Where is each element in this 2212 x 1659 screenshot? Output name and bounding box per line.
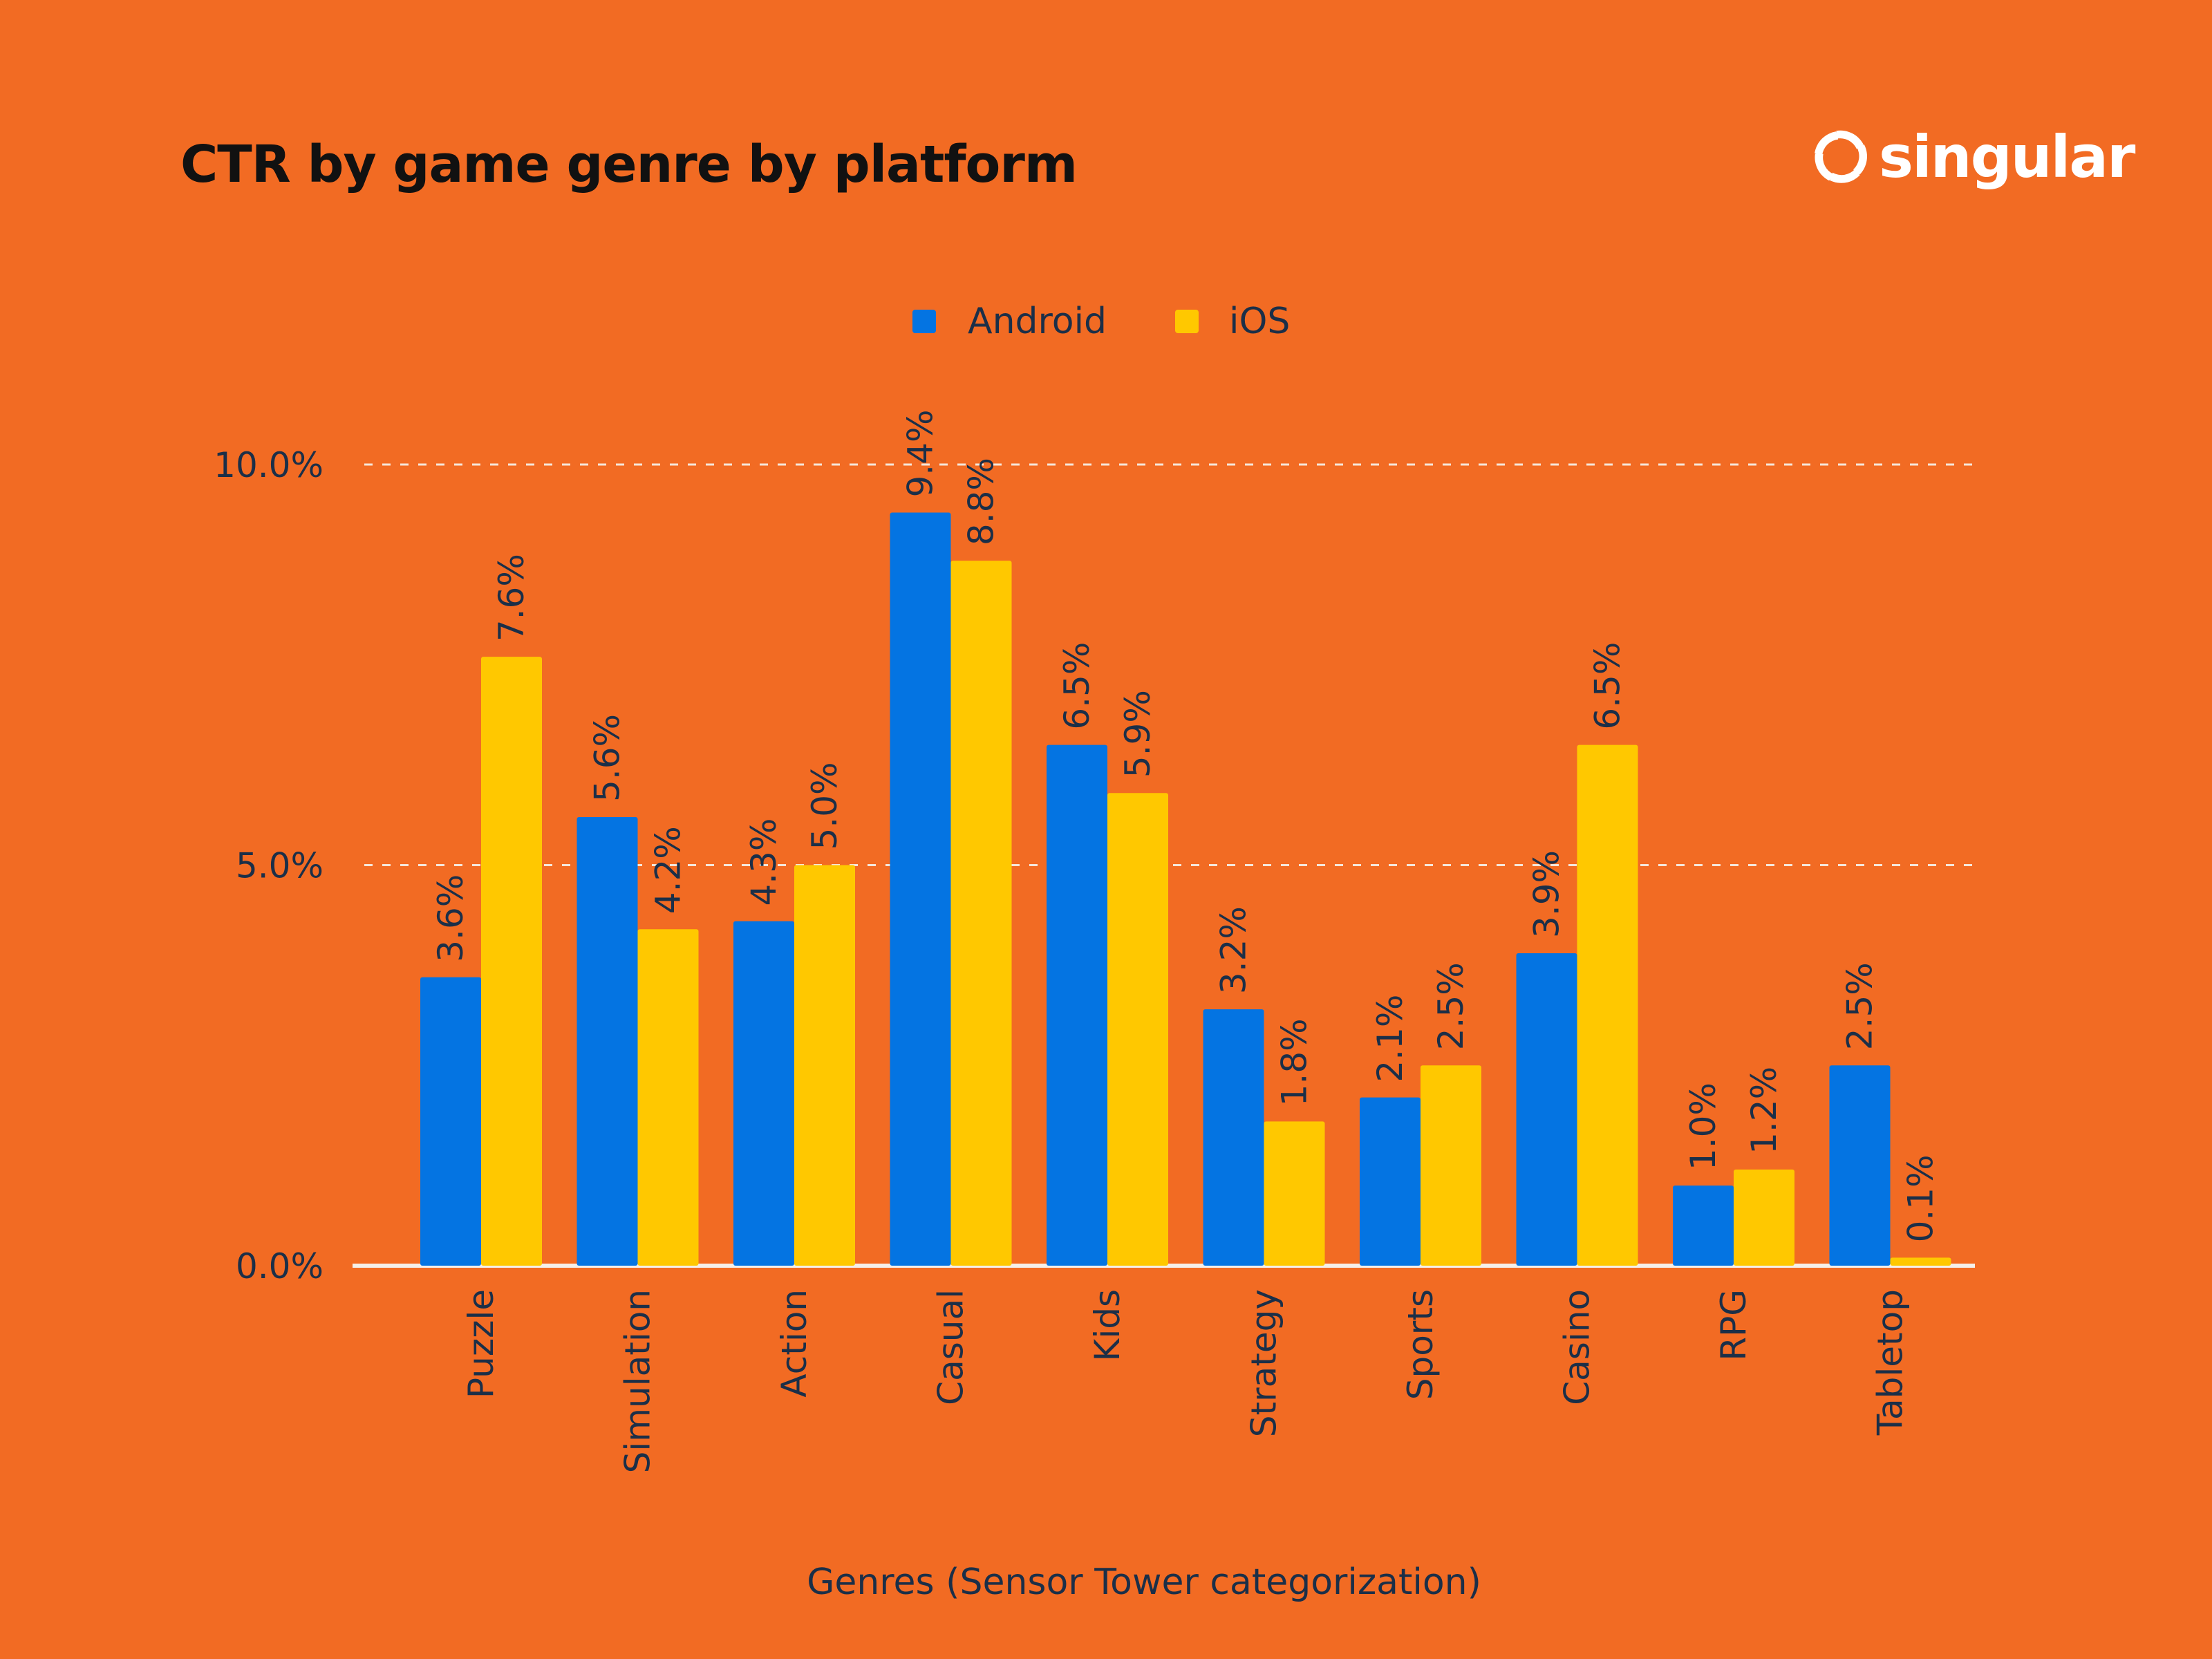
bar-android-sports: [1360, 1097, 1421, 1266]
data-label: 1.8%: [1275, 1018, 1315, 1106]
x-tick-label: Simulation: [618, 1289, 658, 1473]
data-label: 3.6%: [431, 874, 471, 962]
data-label: 2.1%: [1370, 995, 1410, 1082]
bar-ios-rpg: [1734, 1169, 1794, 1266]
bar-android-casino: [1516, 953, 1577, 1266]
data-label: 9.4%: [901, 410, 941, 498]
x-tick-label: RPG: [1714, 1289, 1754, 1361]
y-tick-label: 0.0%: [236, 1246, 324, 1286]
legend-label-ios: iOS: [1229, 301, 1290, 342]
legend-swatch-ios: [1175, 310, 1199, 333]
y-tick-label: 5.0%: [236, 846, 324, 886]
bar-ios-casino: [1577, 744, 1638, 1266]
bar-ios-tabletop: [1890, 1257, 1951, 1266]
data-label: 5.0%: [805, 762, 845, 850]
data-label: 4.3%: [744, 818, 784, 906]
bar-ios-simulation: [637, 929, 699, 1266]
bar-android-rpg: [1673, 1185, 1734, 1266]
x-tick-label: Sports: [1400, 1289, 1441, 1400]
data-label: 6.5%: [1057, 642, 1097, 730]
y-tick-label: 10.0%: [214, 445, 324, 485]
bar-ios-sports: [1421, 1065, 1481, 1266]
legend-swatch-android: [912, 310, 936, 333]
data-label: 8.8%: [962, 458, 1002, 545]
data-label: 2.5%: [1840, 962, 1880, 1050]
data-label: 1.0%: [1683, 1082, 1723, 1170]
bar-android-tabletop: [1829, 1065, 1891, 1266]
x-tick-label: Tabletop: [1871, 1289, 1911, 1436]
x-tick-label: Casino: [1557, 1289, 1597, 1405]
bar-ios-action: [794, 865, 855, 1266]
bar-android-puzzle: [420, 977, 481, 1266]
data-label: 0.1%: [1901, 1154, 1941, 1242]
x-tick-label: Action: [774, 1289, 814, 1398]
x-tick-label: Strategy: [1244, 1289, 1284, 1437]
singular-logo: singular: [1812, 123, 2135, 191]
chart-title: CTR by game genre by platform: [180, 135, 1078, 194]
bar-ios-kids: [1107, 793, 1168, 1266]
singular-swirl-icon: [1815, 130, 1867, 183]
data-label: 4.2%: [648, 826, 688, 914]
data-label: 5.6%: [588, 714, 628, 802]
bar-ios-strategy: [1264, 1121, 1325, 1266]
data-label: 7.6%: [491, 554, 532, 641]
logo-text: singular: [1879, 123, 2135, 191]
data-label: 2.5%: [1431, 962, 1471, 1050]
bar-android-action: [733, 921, 794, 1266]
data-label: 3.2%: [1214, 906, 1254, 994]
bar-ios-puzzle: [481, 657, 542, 1266]
x-tick-label: Kids: [1087, 1289, 1127, 1361]
bar-android-simulation: [577, 816, 638, 1266]
x-axis-title: Genres (Sensor Tower categorization): [807, 1562, 1481, 1603]
x-tick-label: Casual: [931, 1289, 971, 1405]
legend-label-android: Android: [968, 301, 1107, 342]
bar-android-strategy: [1203, 1009, 1264, 1266]
x-tick-label: Puzzle: [461, 1289, 501, 1398]
legend: Android iOS: [912, 301, 1290, 342]
data-label: 1.2%: [1744, 1067, 1784, 1154]
bar-android-kids: [1047, 744, 1107, 1266]
data-label: 5.9%: [1118, 690, 1158, 778]
data-label: 3.9%: [1527, 850, 1567, 938]
bar-android-casual: [890, 512, 951, 1266]
bar-ios-casual: [950, 561, 1012, 1266]
data-label: 6.5%: [1588, 642, 1628, 730]
